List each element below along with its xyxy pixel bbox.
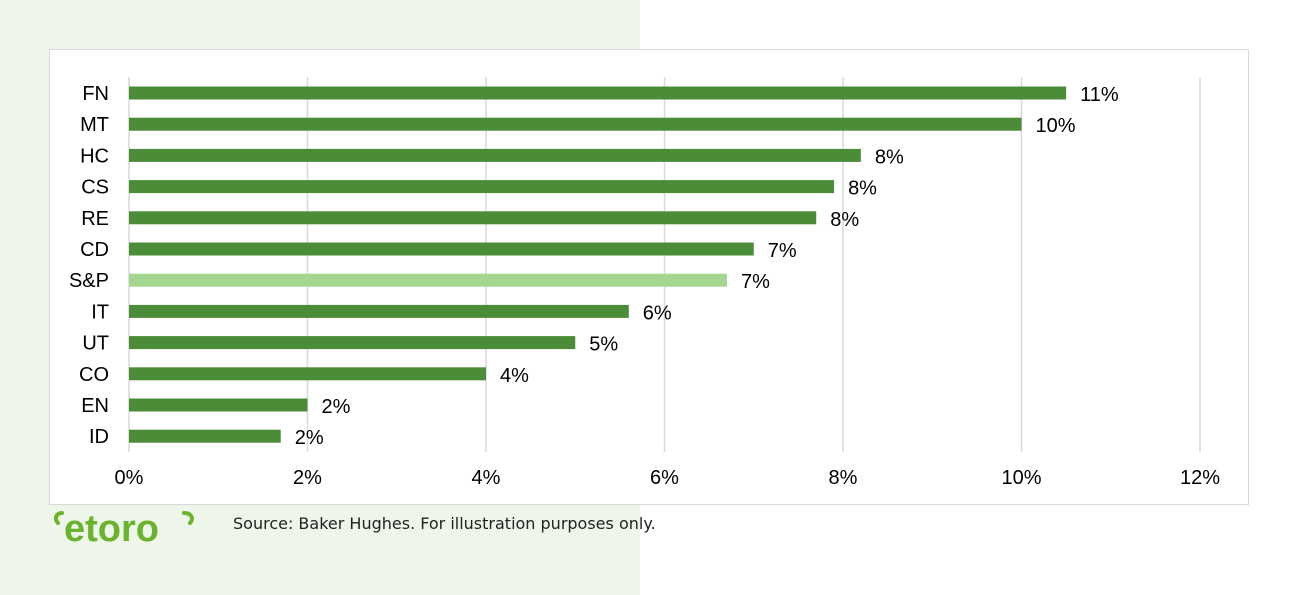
category-label: CO [79, 364, 109, 386]
category-label: IT [91, 301, 109, 323]
category-label: EN [81, 395, 109, 417]
data-label: 4% [500, 365, 529, 387]
bar [129, 304, 629, 318]
data-label: 8% [848, 178, 877, 200]
data-label: 7% [741, 271, 770, 293]
bar [129, 211, 817, 225]
category-label: FN [82, 83, 109, 105]
bar [129, 273, 727, 287]
data-label: 11% [1080, 84, 1119, 106]
x-tick-label: 12% [1180, 467, 1220, 489]
data-label: 10% [1036, 115, 1076, 137]
bar [129, 398, 308, 412]
x-tick-label: 2% [293, 467, 322, 489]
logo-left-horn [53, 511, 64, 525]
category-label: CD [80, 239, 109, 261]
data-label: 2% [322, 396, 351, 418]
bar [129, 242, 754, 256]
data-label: 7% [768, 240, 797, 262]
x-tick-label: 10% [1001, 467, 1041, 489]
category-label: HC [80, 145, 109, 167]
x-tick-label: 0% [115, 467, 144, 489]
data-label: 5% [589, 334, 618, 356]
x-tick-label: 4% [472, 467, 501, 489]
bar [129, 367, 486, 381]
bar [129, 148, 861, 162]
etoro-logo-icon: etoro [53, 508, 194, 549]
category-label: S&P [69, 270, 109, 292]
data-label: 8% [830, 209, 859, 231]
bar [129, 180, 835, 194]
data-label: 6% [643, 302, 672, 324]
data-label: 8% [875, 146, 904, 168]
logo-right-horn [182, 511, 194, 525]
bar [129, 336, 576, 350]
bar [129, 429, 281, 443]
category-label: UT [82, 333, 109, 355]
x-tick-label: 6% [650, 467, 679, 489]
category-label: CS [81, 177, 109, 199]
source-note: Source: Baker Hughes. For illustration p… [233, 514, 656, 533]
data-label: 2% [295, 427, 324, 449]
category-label: MT [80, 114, 109, 136]
logo-text: etoro [64, 508, 159, 549]
bar [129, 86, 1067, 100]
x-tick-label: 8% [829, 467, 858, 489]
category-label: ID [89, 426, 109, 448]
category-label: RE [81, 208, 109, 230]
bar [129, 117, 1022, 131]
